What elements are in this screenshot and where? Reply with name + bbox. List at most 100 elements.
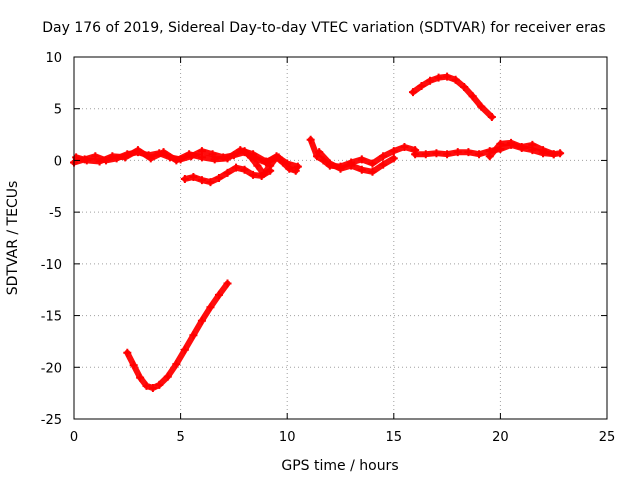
data-point — [172, 360, 181, 369]
data-point — [464, 148, 473, 157]
data-point — [443, 150, 452, 159]
data-point — [121, 153, 130, 162]
y-tick-label: 5 — [54, 103, 62, 118]
data-point — [487, 112, 496, 121]
data-point — [185, 150, 194, 159]
data-point — [129, 361, 138, 370]
x-tick-label: 20 — [492, 430, 509, 445]
data-point — [172, 156, 181, 165]
y-axis-label: SDTVAR / TECUs — [5, 181, 21, 296]
data-point — [389, 147, 398, 156]
data-point — [240, 165, 249, 174]
y-tick-label: 0 — [54, 154, 62, 169]
data-point — [180, 345, 189, 354]
data-point — [261, 157, 270, 166]
x-axis: 0 5 10 15 20 25 — [70, 57, 615, 445]
data-point — [291, 166, 300, 175]
data-point — [368, 167, 377, 176]
data-point — [148, 383, 157, 392]
data-point — [357, 165, 366, 174]
data-point — [485, 152, 494, 161]
data-point — [214, 174, 223, 183]
data-point — [460, 82, 469, 91]
data-point — [336, 164, 345, 173]
data-point — [180, 175, 189, 184]
data-point — [549, 150, 558, 159]
data-point — [379, 160, 388, 169]
data-point — [468, 92, 477, 101]
data-point — [189, 331, 198, 340]
data-point — [306, 135, 315, 144]
series-line — [124, 280, 231, 391]
data-point — [142, 381, 151, 390]
data-point — [223, 154, 232, 163]
y-tick-label: -10 — [41, 258, 62, 273]
series-arc-10 — [123, 279, 232, 392]
data-point — [197, 176, 206, 185]
data-point — [368, 159, 377, 168]
data-point — [155, 380, 164, 389]
data-point — [411, 150, 420, 159]
plot-frame — [73, 56, 608, 420]
x-tick-label: 25 — [599, 430, 616, 445]
x-tick-label: 5 — [176, 430, 184, 445]
x-tick-label: 10 — [279, 430, 296, 445]
data-point — [146, 154, 155, 163]
y-tick-label: -5 — [49, 206, 62, 221]
data-point — [315, 148, 324, 157]
data-point — [556, 149, 565, 158]
y-axis: -25 -20 -15 -10 -5 0 5 10 — [41, 51, 607, 428]
grid — [74, 57, 607, 419]
data-point — [259, 169, 268, 178]
data-point — [223, 168, 232, 177]
data-point — [136, 373, 145, 382]
series-arc-9 — [408, 72, 496, 121]
data-point — [507, 138, 516, 147]
series-arc-3 — [180, 163, 275, 187]
x-tick-label: 15 — [386, 430, 403, 445]
data-point — [496, 139, 505, 148]
plot-area — [70, 72, 565, 392]
data-point — [159, 148, 168, 157]
data-point — [417, 81, 426, 90]
data-point — [451, 75, 460, 84]
data-point — [453, 148, 462, 157]
data-point — [82, 156, 91, 165]
data-point — [443, 72, 452, 81]
y-tick-label: 10 — [45, 51, 62, 66]
data-point — [357, 155, 366, 164]
data-point — [325, 159, 334, 168]
series-line — [410, 73, 495, 120]
data-point — [539, 146, 548, 155]
y-tick-label: -15 — [41, 310, 62, 325]
y-tick-label: -20 — [41, 361, 62, 376]
data-point — [432, 149, 441, 158]
data-point — [475, 150, 484, 159]
chart-title: Day 176 of 2019, Sidereal Day-to-day VTE… — [42, 20, 605, 36]
data-point — [246, 153, 255, 162]
data-point — [206, 178, 215, 187]
data-point — [108, 152, 117, 161]
data-point — [232, 163, 241, 172]
series-arc-6 — [315, 148, 398, 176]
data-point — [408, 88, 417, 97]
data-point — [240, 147, 249, 156]
data-point — [347, 161, 356, 170]
data-point — [421, 150, 430, 159]
data-point — [206, 303, 215, 312]
data-point — [389, 154, 398, 163]
data-point — [272, 153, 281, 162]
series-arc-4 — [240, 147, 300, 178]
data-point — [197, 316, 206, 325]
data-point — [285, 164, 294, 173]
x-axis-label: GPS time / hours — [281, 458, 398, 474]
data-point — [434, 73, 443, 82]
x-tick-label: 0 — [70, 430, 78, 445]
data-point — [278, 158, 287, 167]
data-point — [214, 290, 223, 299]
data-point — [477, 102, 486, 111]
data-point — [266, 161, 275, 170]
data-point — [197, 153, 206, 162]
